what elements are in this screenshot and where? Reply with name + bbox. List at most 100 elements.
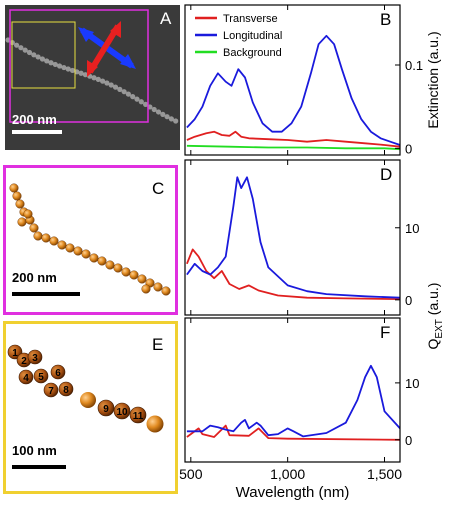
particle <box>15 199 25 209</box>
particle-label: 10 <box>116 407 128 418</box>
y-tick-label: 0 <box>405 433 412 448</box>
particle <box>138 99 144 105</box>
particle <box>125 91 131 97</box>
scale-label: 200 nm <box>12 270 57 285</box>
panel-a: 200 nm A <box>5 5 180 150</box>
particle <box>129 406 147 424</box>
particle-label: 3 <box>32 353 38 364</box>
particle <box>43 382 59 398</box>
particle <box>153 282 163 292</box>
plot-panel: 0 10 D QEXT (a.u.) <box>184 159 445 349</box>
arrow-head <box>120 54 136 69</box>
arrow-head <box>87 60 98 77</box>
panel-label: D <box>380 165 392 184</box>
particle <box>155 109 162 115</box>
arrow-transverse <box>87 24 121 74</box>
plot-frame <box>184 317 401 463</box>
y-axis-label: Extinction (a.u.) <box>425 31 441 128</box>
particle <box>141 284 151 294</box>
particle <box>57 63 63 69</box>
particle <box>33 231 43 241</box>
spectrum-line <box>186 364 400 438</box>
legend-label: Longitudinal <box>223 30 282 42</box>
particle <box>108 82 114 88</box>
particle <box>17 217 27 227</box>
y-tick-label: 0 <box>405 293 412 308</box>
particle <box>9 183 19 193</box>
panel-e: 12 34 5 67 8 9 10 11 100 nm E <box>3 321 178 494</box>
particle <box>121 89 127 95</box>
particle <box>151 106 157 113</box>
particle-label: 5 <box>38 372 44 383</box>
particle <box>113 263 123 273</box>
particle <box>48 60 54 66</box>
particle <box>113 402 131 420</box>
particle <box>22 47 28 53</box>
particle <box>12 191 22 201</box>
plot-panel: 500 1,000 1,500 0 10 F Wavelength (nm) <box>179 317 419 501</box>
y-axis-label-part: Q <box>425 338 441 349</box>
particle <box>44 58 50 64</box>
panel-label: B <box>380 10 391 29</box>
particle <box>100 78 106 84</box>
particle <box>39 56 46 62</box>
particle <box>112 84 119 90</box>
particle <box>129 270 139 280</box>
plot-panel: 0 0.1 B Extinction (a.u.) Transverse Longitud… <box>184 4 441 156</box>
particle <box>81 249 91 259</box>
particle <box>117 86 123 92</box>
spectrum-line <box>186 34 400 146</box>
particle <box>65 66 71 72</box>
particle <box>57 240 67 250</box>
lines <box>186 176 400 300</box>
particle <box>69 67 76 74</box>
particle <box>35 54 41 60</box>
particle <box>137 274 147 284</box>
y-axis-label-part: EXT <box>434 319 445 338</box>
particle <box>18 369 34 385</box>
particle <box>134 96 140 102</box>
particle <box>161 286 171 296</box>
particle <box>23 209 33 219</box>
particle <box>89 253 99 263</box>
magenta-box <box>9 9 149 123</box>
particle-label: 11 <box>133 411 144 422</box>
panel-label: E <box>152 335 163 354</box>
panel-c: 200 nm C <box>3 165 178 315</box>
y-tick-label: 10 <box>405 376 419 391</box>
legend-label: Background <box>223 47 282 59</box>
spectra: 0 0.1 B Extinction (a.u.) Transverse Longitud… <box>179 4 445 501</box>
yellow-box <box>11 21 76 89</box>
particle <box>80 392 96 408</box>
particle <box>121 267 131 277</box>
x-axis-label: Wavelength (nm) <box>236 484 350 501</box>
scale-label: 200 nm <box>12 112 57 127</box>
particle-label: 8 <box>63 385 69 396</box>
particle <box>26 49 33 56</box>
arrow-head <box>110 21 121 38</box>
particle <box>130 94 136 100</box>
particle <box>146 415 164 433</box>
panel-frame <box>3 165 178 315</box>
particle <box>105 260 115 270</box>
particle <box>97 256 107 266</box>
spectrum-line <box>186 424 400 441</box>
particle <box>29 223 39 233</box>
particle <box>164 114 170 120</box>
y-tick-label: 0 <box>405 141 412 156</box>
nanoparticle-chain: 12 34 5 67 8 9 10 11 <box>7 344 164 433</box>
particle <box>78 70 84 76</box>
particle <box>95 76 101 82</box>
particle <box>33 368 49 384</box>
particle <box>31 52 37 58</box>
particle <box>41 233 51 243</box>
nanoparticle-chain <box>5 37 179 124</box>
panel-label: C <box>152 179 164 198</box>
particle <box>91 75 97 81</box>
particle-label: 1 <box>12 348 18 359</box>
plot-frame <box>184 4 401 156</box>
particle <box>143 101 149 107</box>
particle <box>61 64 67 71</box>
particle <box>82 72 88 78</box>
